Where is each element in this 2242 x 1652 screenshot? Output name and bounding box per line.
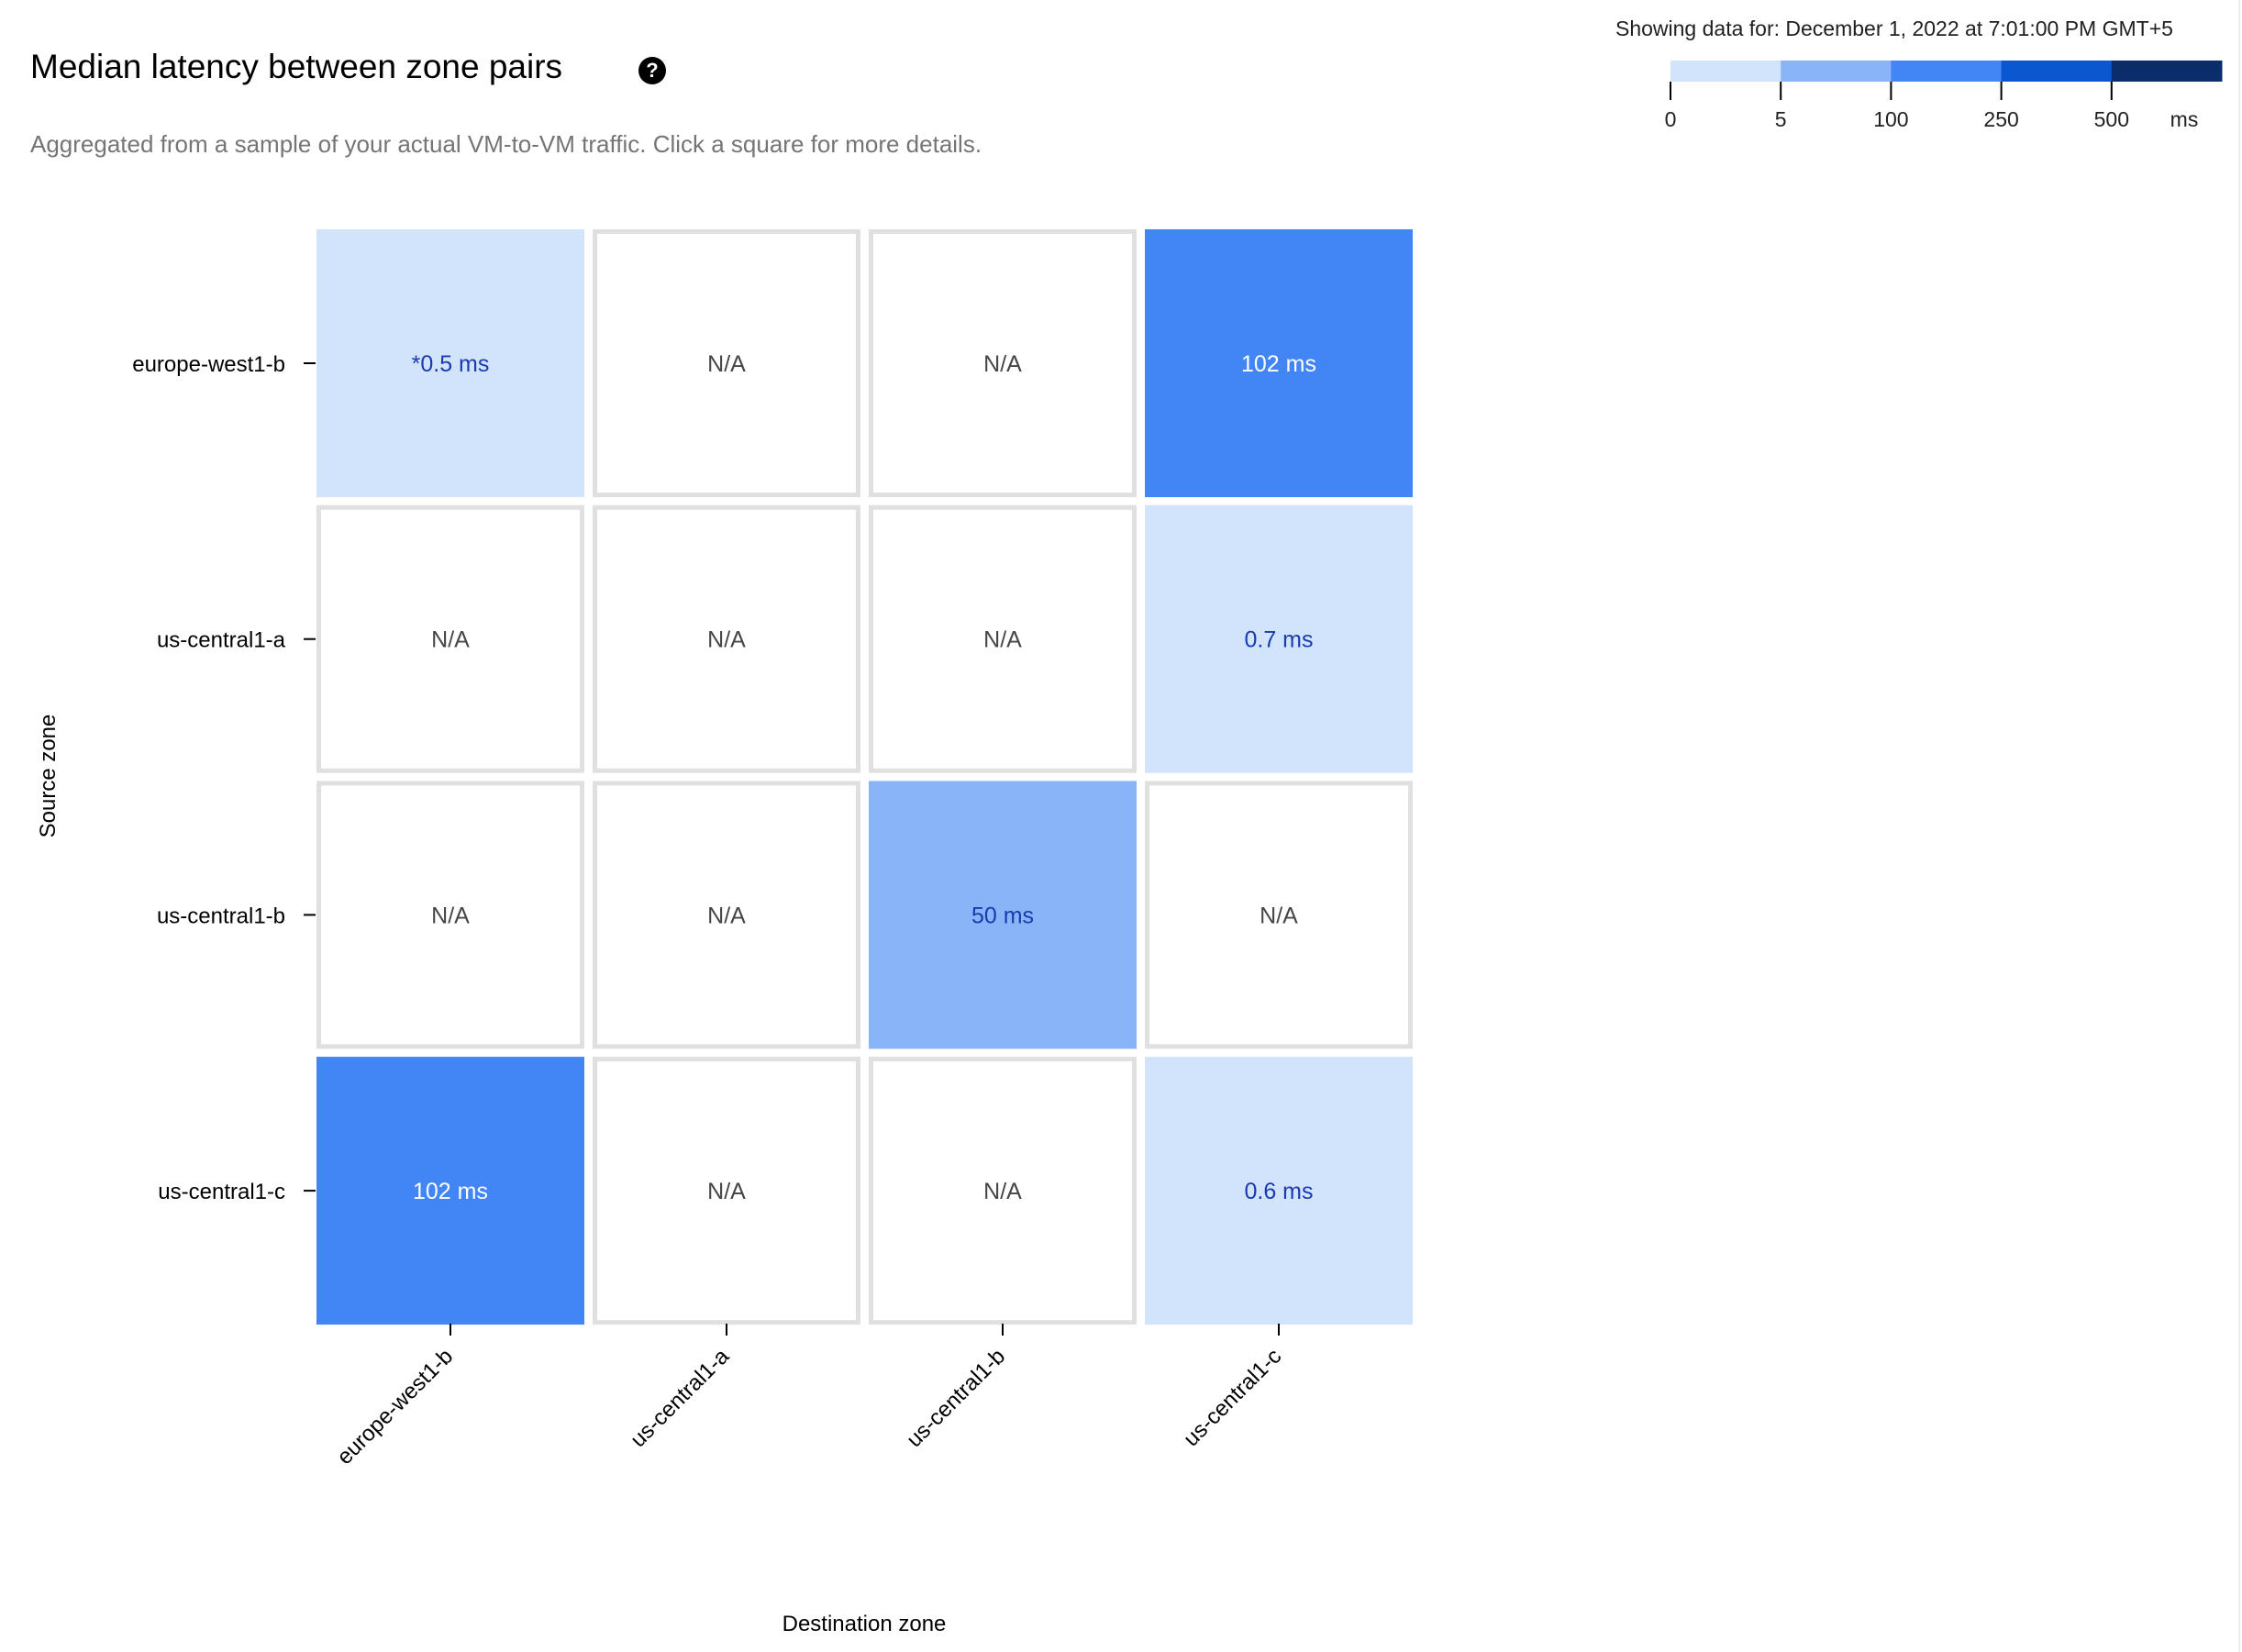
legend-tick-label: 5 bbox=[1775, 107, 1787, 131]
heatmap-cell-label: 102 ms bbox=[413, 1179, 488, 1204]
heatmap-cell-rect[interactable] bbox=[1145, 781, 1413, 1049]
x-axis-tick-label: europe-west1-b bbox=[332, 1344, 458, 1469]
heatmap-cell-rect[interactable] bbox=[1145, 229, 1413, 497]
legend-swatch bbox=[2001, 61, 2113, 82]
heatmap-cell[interactable]: N/A bbox=[316, 504, 584, 773]
heatmap-cell-label: 102 ms bbox=[1241, 351, 1316, 377]
x-axis-tick-label: us-central1-a bbox=[626, 1344, 735, 1453]
showing-data-timestamp: Showing data for: December 1, 2022 at 7:… bbox=[1615, 17, 2173, 40]
heatmap-cell[interactable]: N/A bbox=[869, 1057, 1137, 1325]
heatmap-cell-rect[interactable] bbox=[316, 1057, 584, 1325]
heatmap-cells: *0.5 ms N/A N/A 102 ms N/A N/A N/A 0.7 ms N/A N/A… bbox=[316, 229, 1413, 1325]
x-axis: europe-west1-b us-central1-a us-central1-b… bbox=[332, 1324, 1286, 1469]
heatmap-cell-label: N/A bbox=[983, 627, 1022, 653]
heatmap-cell-label: N/A bbox=[1260, 903, 1298, 928]
heatmap-cell-rect[interactable] bbox=[1145, 1057, 1413, 1325]
heatmap-cell-label: 0.7 ms bbox=[1244, 627, 1313, 653]
y-axis-tick-label: us-central1-c bbox=[158, 1180, 285, 1204]
legend-unit: ms bbox=[2170, 107, 2199, 131]
heatmap-cell-label: N/A bbox=[707, 903, 746, 928]
heatmap-cell[interactable]: N/A bbox=[593, 1057, 860, 1325]
heatmap-cell[interactable]: N/A bbox=[1145, 781, 1413, 1049]
x-axis-tick-label: us-central1-b bbox=[902, 1344, 1010, 1452]
heatmap-cell[interactable]: *0.5 ms bbox=[316, 229, 584, 497]
heatmap-cell-rect[interactable] bbox=[869, 1057, 1137, 1325]
heatmap-cell[interactable]: N/A bbox=[593, 229, 860, 497]
heatmap-cell-label: N/A bbox=[707, 627, 746, 653]
heatmap-cell-rect[interactable] bbox=[869, 229, 1137, 497]
heatmap-cell[interactable]: 102 ms bbox=[1145, 229, 1413, 497]
legend-swatch bbox=[1781, 61, 1892, 82]
heatmap-cell[interactable]: 50 ms bbox=[869, 781, 1137, 1049]
heatmap-cell-rect[interactable] bbox=[869, 504, 1137, 773]
help-circle-icon[interactable]: ? bbox=[638, 57, 666, 84]
heatmap-cell[interactable]: N/A bbox=[869, 504, 1137, 773]
legend-tick-label: 0 bbox=[1665, 107, 1677, 131]
y-axis-tick-label: europe-west1-b bbox=[132, 352, 285, 377]
heatmap-cell[interactable]: 0.6 ms bbox=[1145, 1057, 1413, 1325]
heatmap-cell-rect[interactable] bbox=[316, 781, 584, 1049]
y-axis-title: Source zone bbox=[36, 715, 61, 838]
legend-tick-label: 250 bbox=[1983, 107, 2018, 131]
x-axis-tick-label: us-central1-c bbox=[1179, 1344, 1286, 1451]
heatmap-cell-rect[interactable] bbox=[593, 1057, 860, 1325]
heatmap-cell-rect[interactable] bbox=[316, 229, 584, 497]
card-border bbox=[2238, 0, 2240, 1652]
y-axis-tick-label: us-central1-b bbox=[157, 904, 285, 928]
heatmap-cell-rect[interactable] bbox=[593, 504, 860, 773]
heatmap-cell[interactable]: N/A bbox=[593, 504, 860, 773]
legend-swatch bbox=[1670, 61, 1781, 82]
heatmap-cell-label: *0.5 ms bbox=[412, 351, 490, 377]
legend: 0 5 100 250 500 ms bbox=[1665, 61, 2223, 131]
heatmap-cell-rect[interactable] bbox=[869, 781, 1137, 1049]
legend-swatch bbox=[2111, 61, 2223, 82]
heatmap-cell[interactable]: 102 ms bbox=[316, 1057, 584, 1325]
heatmap-cell-label: 50 ms bbox=[971, 903, 1034, 928]
heatmap-cell-label: N/A bbox=[431, 903, 470, 928]
legend-tick-label: 500 bbox=[2094, 107, 2129, 131]
chart-title: Median latency between zone pairs bbox=[30, 48, 563, 85]
heatmap-cell-label: N/A bbox=[707, 351, 746, 377]
legend-tick-label: 100 bbox=[1873, 107, 1908, 131]
heatmap-cell[interactable]: N/A bbox=[593, 781, 860, 1049]
legend-swatch bbox=[1891, 61, 2003, 82]
x-axis-title: Destination zone bbox=[782, 1612, 947, 1636]
heatmap-cell-label: N/A bbox=[983, 1179, 1022, 1204]
heatmap-cell-label: N/A bbox=[983, 351, 1022, 377]
heatmap-cell[interactable]: 0.7 ms bbox=[1145, 504, 1413, 773]
heatmap-cell-rect[interactable] bbox=[593, 781, 860, 1049]
heatmap-cell-label: 0.6 ms bbox=[1244, 1179, 1313, 1204]
heatmap-cell-rect[interactable] bbox=[1145, 504, 1413, 773]
heatmap-cell-label: N/A bbox=[431, 627, 470, 653]
heatmap-cell-rect[interactable] bbox=[316, 504, 584, 773]
y-axis-tick-label: us-central1-a bbox=[157, 628, 286, 653]
chart-subtitle: Aggregated from a sample of your actual … bbox=[30, 130, 982, 158]
heatmap-cell[interactable]: N/A bbox=[869, 229, 1137, 497]
heatmap-cell-rect[interactable] bbox=[593, 229, 860, 497]
heatmap-cell-label: N/A bbox=[707, 1179, 746, 1204]
heatmap-cell[interactable]: N/A bbox=[316, 781, 584, 1049]
y-axis: europe-west1-b us-central1-a us-central1-b… bbox=[132, 352, 316, 1204]
